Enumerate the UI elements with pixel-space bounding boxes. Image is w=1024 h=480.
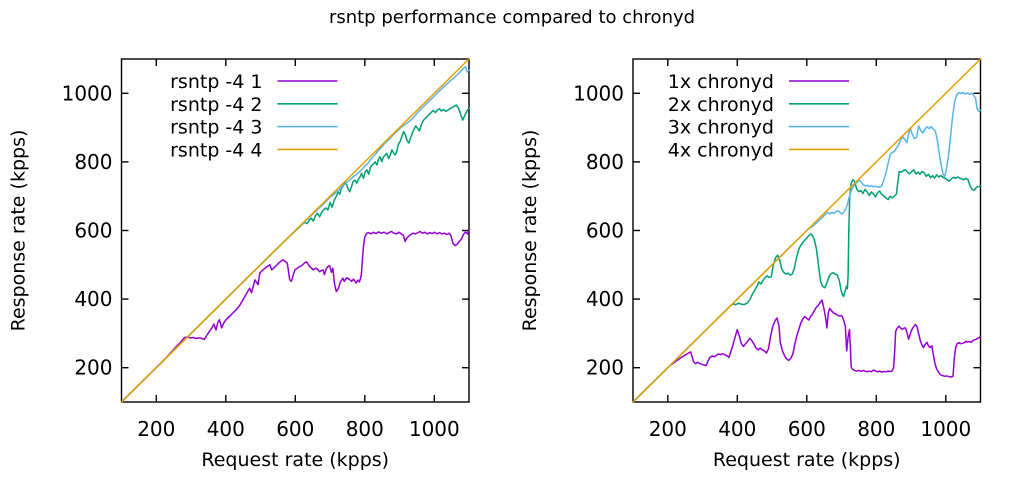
y-tick-label: 600: [586, 219, 624, 243]
y-tick-label: 1000: [573, 81, 624, 105]
x-axis-label-left: Request rate (kpps): [201, 449, 389, 471]
x-tick-label: 200: [137, 417, 175, 441]
x-axis-label-right: Request rate (kpps): [713, 449, 901, 471]
legend-label-3x-chronyd: 3x chronyd: [668, 117, 774, 139]
x-tick-label: 400: [207, 417, 245, 441]
y-tick-label: 200: [74, 356, 112, 380]
plot-border-right: [632, 58, 982, 403]
y-tick-label: 200: [586, 356, 624, 380]
x-tick-label: 1000: [409, 417, 460, 441]
legend-label-2x-chronyd: 2x chronyd: [668, 94, 774, 116]
series-line-rsntp--4-3: [120, 65, 470, 403]
y-tick-label: 800: [74, 150, 112, 174]
x-tick-label: 200: [649, 417, 687, 441]
x-tick-label: 800: [346, 417, 384, 441]
series-line-1x-chronyd: [632, 299, 982, 403]
y-tick-label: 400: [586, 287, 624, 311]
legend-label-4x-chronyd: 4x chronyd: [668, 139, 774, 161]
x-tick-label: 600: [788, 417, 826, 441]
legend-label-rsntp--4-4: rsntp -4 4: [170, 139, 262, 161]
legend-label-rsntp--4-3: rsntp -4 3: [170, 117, 262, 139]
x-tick-label: 800: [857, 417, 895, 441]
legend-label-rsntp--4-2: rsntp -4 2: [170, 94, 262, 116]
y-tick-label: 1000: [62, 81, 113, 105]
legend-label-rsntp--4-1: rsntp -4 1: [170, 71, 262, 93]
series-line-4x-chronyd: [632, 58, 982, 403]
y-axis-label-left: Response rate (kpps): [8, 130, 30, 332]
legend-label-1x-chronyd: 1x chronyd: [668, 71, 774, 93]
x-tick-label: 400: [718, 417, 756, 441]
series-line-rsntp--4-2: [120, 104, 470, 403]
figure-title: rsntp performance compared to chronyd: [328, 7, 696, 28]
series-line-rsntp--4-1: [120, 229, 470, 403]
x-tick-label: 600: [276, 417, 314, 441]
series-line-2x-chronyd: [632, 169, 982, 403]
x-tick-label: 1000: [920, 417, 971, 441]
series-line-3x-chronyd: [632, 91, 982, 403]
series-line-rsntp--4-4: [120, 58, 470, 403]
y-tick-label: 800: [586, 150, 624, 174]
y-axis-label-right: Response rate (kpps): [519, 130, 541, 332]
y-tick-label: 400: [74, 287, 112, 311]
y-tick-label: 600: [74, 219, 112, 243]
